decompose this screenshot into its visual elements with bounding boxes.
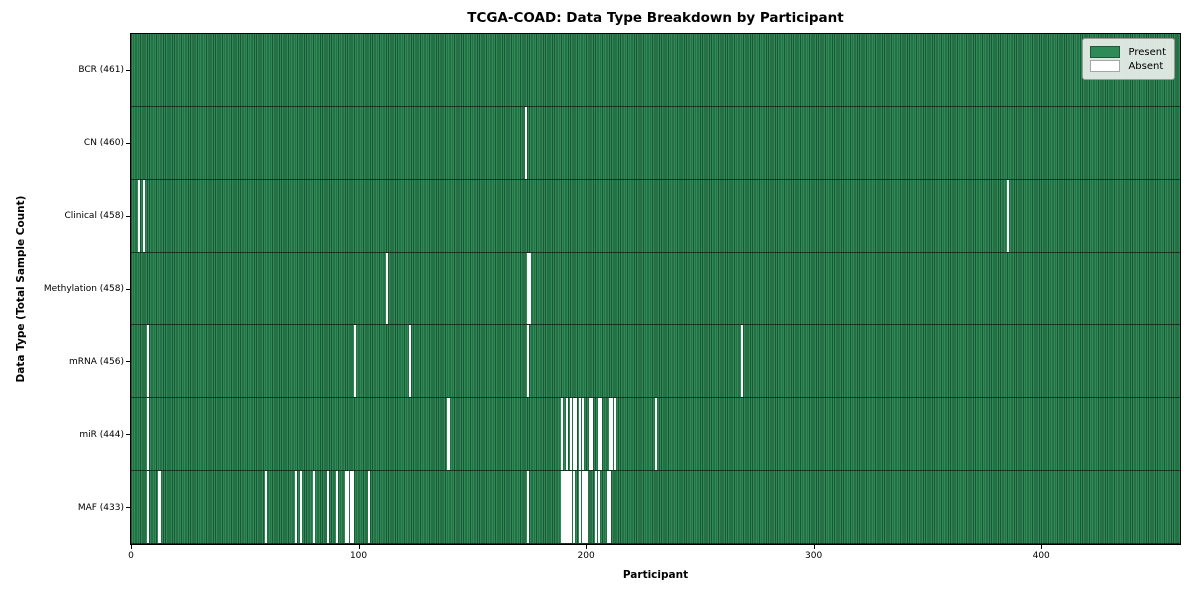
absent-marker bbox=[408, 325, 411, 398]
legend-swatch-absent bbox=[1090, 60, 1121, 72]
absent-marker bbox=[609, 471, 612, 544]
absent-marker bbox=[561, 471, 564, 544]
absent-marker bbox=[386, 252, 389, 325]
absent-marker bbox=[586, 471, 589, 544]
absent-marker bbox=[590, 398, 593, 471]
absent-marker bbox=[335, 471, 338, 544]
xtick-label: 300 bbox=[805, 551, 823, 561]
legend: Present Absent bbox=[1082, 38, 1175, 80]
xtick-label: 100 bbox=[349, 551, 368, 561]
ytick-mark bbox=[126, 507, 130, 509]
absent-marker bbox=[158, 471, 161, 544]
ytick-mark bbox=[126, 434, 130, 436]
legend-swatch-present bbox=[1090, 46, 1121, 58]
heatmap-row bbox=[131, 398, 1180, 472]
absent-marker bbox=[147, 325, 150, 398]
absent-marker bbox=[349, 471, 352, 544]
absent-marker bbox=[524, 106, 527, 179]
absent-marker bbox=[142, 179, 145, 252]
absent-marker bbox=[581, 398, 584, 471]
absent-marker bbox=[347, 471, 350, 544]
absent-marker bbox=[367, 471, 370, 544]
absent-marker bbox=[570, 398, 573, 471]
ytick-label: Methylation (458) bbox=[43, 284, 124, 294]
absent-marker bbox=[147, 398, 150, 471]
absent-marker bbox=[568, 471, 571, 544]
xtick-mark bbox=[131, 545, 132, 549]
ytick-mark bbox=[126, 215, 130, 217]
absent-marker bbox=[579, 398, 582, 471]
ytick-label: CN (460) bbox=[83, 138, 124, 149]
absent-marker bbox=[447, 398, 450, 471]
absent-marker bbox=[583, 471, 587, 544]
absent-marker bbox=[572, 398, 575, 471]
legend-item: Absent bbox=[1090, 60, 1166, 72]
absent-marker bbox=[588, 398, 591, 471]
heatmap-row bbox=[131, 106, 1180, 180]
absent-marker bbox=[326, 471, 329, 544]
heatmap-row bbox=[131, 325, 1180, 399]
absent-marker bbox=[599, 398, 602, 471]
absent-marker bbox=[572, 471, 575, 544]
absent-marker bbox=[570, 471, 573, 544]
absent-marker bbox=[354, 325, 357, 398]
absent-marker bbox=[527, 471, 530, 544]
xtick-mark bbox=[813, 545, 815, 549]
absent-marker bbox=[265, 471, 268, 544]
absent-marker bbox=[527, 325, 530, 398]
absent-marker bbox=[527, 252, 530, 325]
x-axis-label: Participant bbox=[622, 569, 689, 581]
ytick-mark bbox=[126, 288, 130, 290]
absent-marker bbox=[611, 398, 614, 471]
absent-marker bbox=[565, 398, 568, 471]
absent-marker bbox=[313, 471, 316, 544]
absent-marker bbox=[137, 179, 141, 252]
absent-marker bbox=[299, 471, 302, 544]
absent-marker bbox=[606, 471, 609, 544]
absent-marker bbox=[581, 471, 584, 544]
xtick-mark bbox=[586, 545, 588, 549]
ytick-mark bbox=[126, 142, 130, 144]
heatmap-row bbox=[131, 34, 1180, 107]
xtick-label: 200 bbox=[577, 551, 595, 561]
ytick-mark bbox=[126, 69, 130, 71]
absent-marker bbox=[351, 471, 354, 544]
ytick-label: mRNA (456) bbox=[69, 356, 124, 367]
heatmap-row bbox=[131, 471, 1180, 545]
ytick-mark bbox=[126, 361, 130, 363]
absent-marker bbox=[561, 398, 564, 471]
xtick-mark bbox=[358, 545, 360, 549]
xtick-mark bbox=[1041, 545, 1043, 549]
absent-marker bbox=[609, 398, 612, 471]
absent-marker bbox=[563, 471, 566, 544]
absent-marker bbox=[579, 471, 582, 544]
absent-marker bbox=[574, 398, 577, 471]
xtick-label: 400 bbox=[1032, 551, 1050, 561]
legend-item-label: Present bbox=[1128, 46, 1166, 58]
ytick-label: Clinical (458) bbox=[64, 211, 124, 222]
absent-marker bbox=[1007, 179, 1010, 252]
xtick-label: 0 bbox=[128, 551, 134, 561]
absent-marker bbox=[294, 471, 298, 544]
absent-marker bbox=[654, 398, 657, 471]
absent-marker bbox=[597, 471, 600, 544]
legend-item-label: Absent bbox=[1128, 60, 1164, 72]
absent-marker bbox=[529, 252, 532, 325]
plot-area: Present Absent bbox=[130, 33, 1181, 545]
ytick-label: miR (444) bbox=[79, 429, 124, 440]
absent-marker bbox=[595, 471, 598, 544]
absent-marker bbox=[740, 325, 744, 398]
heatmap-row bbox=[131, 179, 1180, 253]
ytick-label: MAF (433) bbox=[77, 502, 124, 513]
absent-marker bbox=[345, 471, 348, 544]
absent-marker bbox=[565, 471, 568, 544]
legend-item: Present bbox=[1090, 46, 1166, 58]
absent-marker bbox=[597, 398, 600, 471]
chart-title: TCGA-COAD: Data Type Breakdown by Partic… bbox=[467, 10, 844, 26]
absent-marker bbox=[147, 471, 150, 544]
heatmap-row bbox=[131, 252, 1180, 326]
ytick-label: BCR (461) bbox=[78, 65, 124, 76]
absent-marker bbox=[613, 398, 616, 471]
